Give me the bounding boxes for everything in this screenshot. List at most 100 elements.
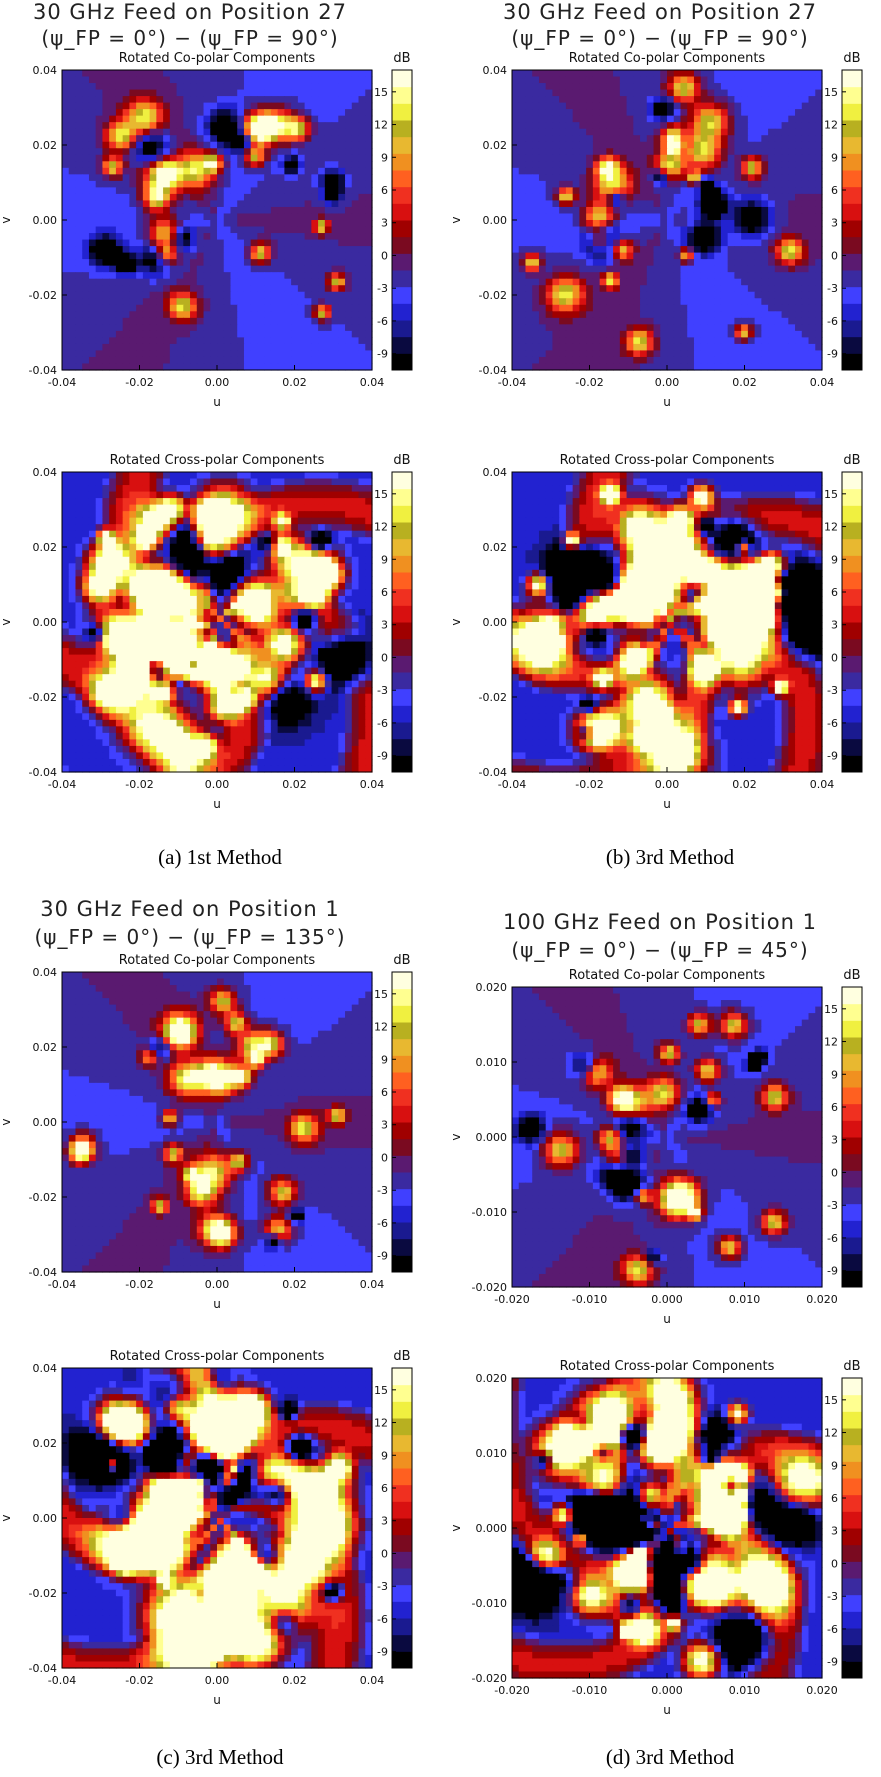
heatmap-cell (149, 102, 157, 110)
heatmap-cell (95, 758, 104, 767)
heatmap-cell (365, 311, 373, 319)
colorbar-frame (391, 471, 413, 773)
heatmap-cell (297, 174, 306, 182)
heatmap-cell (210, 504, 218, 512)
heatmap-cell (700, 102, 709, 110)
heatmap-cell (115, 96, 124, 104)
heatmap-cell (217, 615, 225, 623)
heatmap-cell (277, 635, 285, 643)
heatmap-cell (156, 83, 164, 91)
heatmap-cell (345, 628, 353, 636)
heatmap-cell (109, 141, 117, 149)
heatmap-cell (82, 569, 90, 577)
heatmap-cell (761, 148, 769, 156)
heatmap-cell (331, 343, 339, 352)
heatmap-cell (270, 732, 279, 740)
heatmap-cell (163, 498, 171, 506)
heatmap-cell (136, 654, 144, 662)
heatmap-cell (297, 602, 306, 610)
heatmap-cell (217, 732, 225, 740)
heatmap-cell (532, 115, 540, 123)
heatmap-cell (250, 608, 259, 617)
heatmap-cell (190, 141, 198, 149)
heatmap-cell (136, 109, 144, 117)
heatmap-cell (693, 83, 702, 91)
heatmap-cell (88, 517, 97, 525)
heatmap-cell (129, 641, 137, 649)
heatmap-cell (324, 758, 333, 767)
heatmap-cell (311, 700, 319, 708)
heatmap-cell (217, 70, 225, 78)
heatmap-cell (217, 758, 225, 767)
colorbar-step (392, 588, 412, 606)
heatmap-cell (230, 167, 238, 175)
heatmap-cell (163, 608, 171, 617)
heatmap-cell (237, 556, 245, 564)
heatmap-cell (646, 115, 655, 123)
heatmap-cell (345, 472, 353, 480)
heatmap-cell (250, 635, 259, 643)
heatmap-cell (203, 304, 211, 312)
heatmap-cell (196, 70, 205, 78)
heatmap-cell (115, 595, 124, 604)
heatmap-cell (673, 154, 682, 162)
heatmap-cell (351, 154, 360, 162)
heatmap-cell (270, 324, 279, 332)
heatmap-cell (109, 70, 117, 78)
heatmap-cell (102, 291, 110, 299)
heatmap-cell (264, 141, 272, 149)
heatmap-cell (532, 122, 540, 130)
heatmap-cell (196, 706, 205, 714)
heatmap-cell (311, 504, 319, 512)
heatmap-cell (304, 304, 312, 312)
heatmap-cell (62, 226, 70, 234)
heatmap-cell (257, 252, 265, 260)
heatmap-cell (223, 356, 232, 365)
heatmap-cell (304, 491, 312, 499)
heatmap-cell (365, 265, 373, 273)
heatmap-cell (243, 337, 252, 345)
heatmap-cell (297, 674, 306, 682)
heatmap-cell (257, 128, 265, 136)
colorbar-tick-label: -6 (377, 717, 388, 730)
heatmap-cell (277, 543, 285, 551)
colorbar-step (392, 120, 412, 138)
heatmap-cell (358, 83, 366, 91)
heatmap-cell (223, 550, 232, 558)
heatmap-cell (75, 622, 83, 630)
heatmap-cell (75, 122, 83, 130)
heatmap-cell (82, 128, 90, 136)
heatmap-cell (68, 311, 77, 319)
heatmap-cell (169, 498, 178, 506)
heatmap-cell (142, 135, 151, 143)
heatmap-cell (68, 187, 77, 195)
heatmap-cell (525, 70, 533, 78)
heatmap-cell (586, 102, 594, 110)
heatmap-cell (230, 478, 238, 486)
heatmap-cell (338, 530, 346, 538)
heatmap-cell (62, 304, 70, 312)
heatmap-cell (136, 350, 144, 358)
heatmap-cell (331, 667, 339, 675)
heatmap-cell (351, 641, 360, 649)
heatmap-cell (324, 602, 333, 610)
heatmap-cell (237, 537, 245, 545)
heatmap-cell (351, 739, 360, 747)
heatmap-cell (88, 635, 97, 643)
heatmap-cell (525, 148, 533, 156)
heatmap-cell (660, 148, 668, 156)
heatmap-cell (149, 226, 157, 234)
heatmap-cell (82, 206, 90, 215)
heatmap-cell (129, 602, 137, 610)
heatmap-cell (210, 96, 218, 104)
heatmap-cell (196, 589, 205, 597)
heatmap-cell (183, 478, 191, 486)
heatmap-cell (640, 148, 648, 156)
heatmap-cell (270, 311, 279, 319)
heatmap-cell (358, 648, 366, 656)
heatmap-cell (176, 589, 184, 597)
heatmap-cell (532, 102, 540, 110)
heatmap-cell (351, 226, 360, 234)
heatmap-cell (277, 654, 285, 662)
heatmap-cell (734, 109, 742, 117)
